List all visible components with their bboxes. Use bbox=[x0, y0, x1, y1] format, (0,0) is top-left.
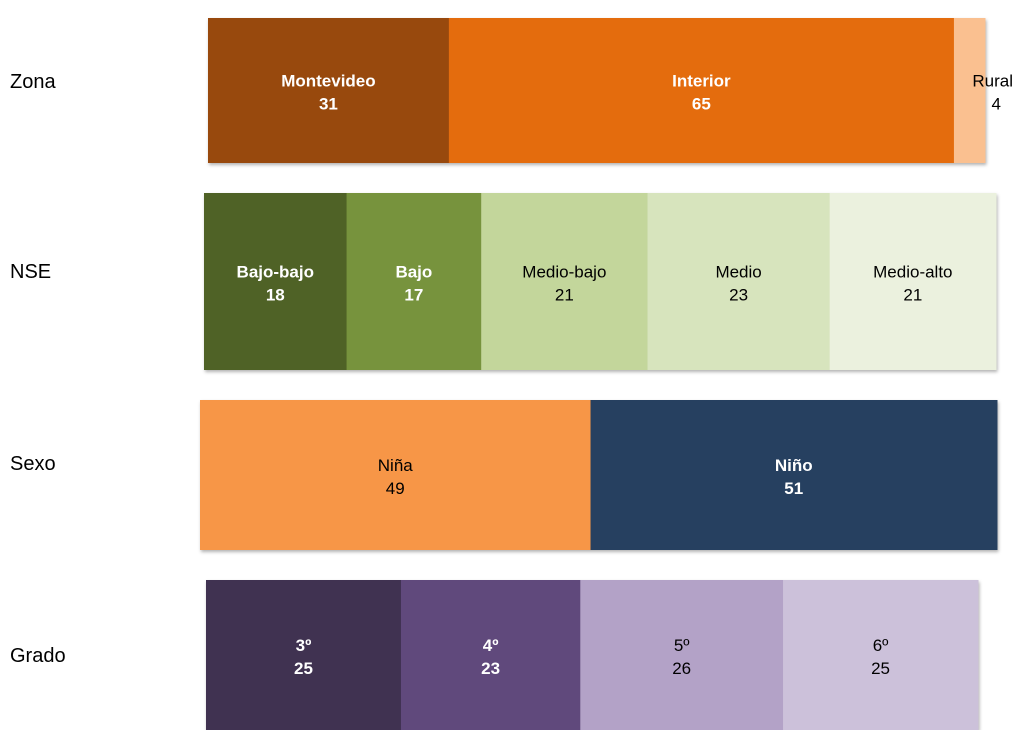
segment-grado-6o bbox=[783, 580, 979, 730]
bar-grado bbox=[206, 580, 979, 730]
segment-zona-montevideo bbox=[208, 18, 450, 163]
chart-rows: Zona Montevideo 31 Interior 65 Rural 4 NSE Bajo-… bbox=[10, 18, 1013, 730]
segment-grado-3o bbox=[206, 580, 402, 730]
segment-zona-rural bbox=[953, 18, 986, 163]
row-label-grado: Grado bbox=[10, 645, 66, 667]
segment-value-zona-montevideo: 31 bbox=[319, 95, 338, 114]
segment-value-nse-medio-bajo: 21 bbox=[555, 286, 574, 305]
segment-sexo-nina bbox=[200, 400, 592, 550]
segment-nse-bajo bbox=[346, 193, 482, 370]
segment-value-sexo-nino: 51 bbox=[784, 479, 803, 498]
segment-value-grado-6o: 25 bbox=[871, 659, 890, 678]
segment-name-nse-medio-bajo: Medio-bajo bbox=[522, 263, 606, 282]
segment-value-nse-bajo: 17 bbox=[404, 286, 423, 305]
segment-name-zona-montevideo: Montevideo bbox=[281, 72, 375, 91]
segment-value-nse-medio-alto: 21 bbox=[903, 286, 922, 305]
segment-nse-medio-alto bbox=[829, 193, 997, 370]
segment-value-grado-5o: 26 bbox=[672, 659, 691, 678]
segment-sexo-nino bbox=[590, 400, 998, 550]
bar-row-sexo: Sexo Niña 49 Niño 51 bbox=[10, 400, 998, 550]
segment-value-nse-bajo-bajo: 18 bbox=[266, 286, 285, 305]
bar-row-nse: NSE Bajo-bajo 18 Bajo 17 Medio-bajo 21 Medio 23 M… bbox=[10, 193, 997, 370]
segment-name-nse-medio: Medio bbox=[715, 263, 761, 282]
segment-name-nse-bajo-bajo: Bajo-bajo bbox=[237, 263, 314, 282]
row-label-sexo: Sexo bbox=[10, 453, 56, 475]
bar-sexo bbox=[200, 400, 998, 550]
bar-row-grado: Grado 3º 25 4º 23 5º 26 6º 25 bbox=[10, 580, 979, 730]
segment-grado-5o bbox=[580, 580, 784, 730]
segment-name-zona-rural: Rural bbox=[972, 72, 1013, 91]
segment-name-grado-4o: 4º bbox=[483, 636, 499, 655]
segment-nse-bajo-bajo bbox=[204, 193, 348, 370]
segment-name-grado-3o: 3º bbox=[296, 636, 312, 655]
segment-name-grado-5o: 5º bbox=[674, 636, 690, 655]
segment-name-nse-bajo: Bajo bbox=[395, 263, 432, 282]
bar-zona bbox=[208, 18, 986, 163]
bar-row-zona: Zona Montevideo 31 Interior 65 Rural 4 bbox=[10, 18, 1013, 163]
segment-nse-medio bbox=[647, 193, 831, 370]
segment-value-zona-rural: 4 bbox=[992, 95, 1001, 114]
segment-name-sexo-nina: Niña bbox=[378, 456, 414, 475]
segment-name-sexo-nino: Niño bbox=[775, 456, 813, 475]
segment-value-sexo-nina: 49 bbox=[386, 479, 405, 498]
bar-nse bbox=[204, 193, 997, 370]
segment-grado-4o bbox=[400, 580, 581, 730]
segment-value-zona-interior: 65 bbox=[692, 95, 711, 114]
row-label-nse: NSE bbox=[10, 261, 51, 283]
segment-zona-interior bbox=[448, 18, 955, 163]
segment-value-grado-3o: 25 bbox=[294, 659, 313, 678]
segment-name-grado-6o: 6º bbox=[873, 636, 889, 655]
segment-value-nse-medio: 23 bbox=[729, 286, 748, 305]
segment-name-nse-medio-alto: Medio-alto bbox=[873, 263, 952, 282]
segment-name-zona-interior: Interior bbox=[672, 72, 731, 91]
row-label-zona: Zona bbox=[10, 71, 56, 93]
segment-value-grado-4o: 23 bbox=[481, 659, 500, 678]
segment-nse-medio-bajo bbox=[481, 193, 649, 370]
